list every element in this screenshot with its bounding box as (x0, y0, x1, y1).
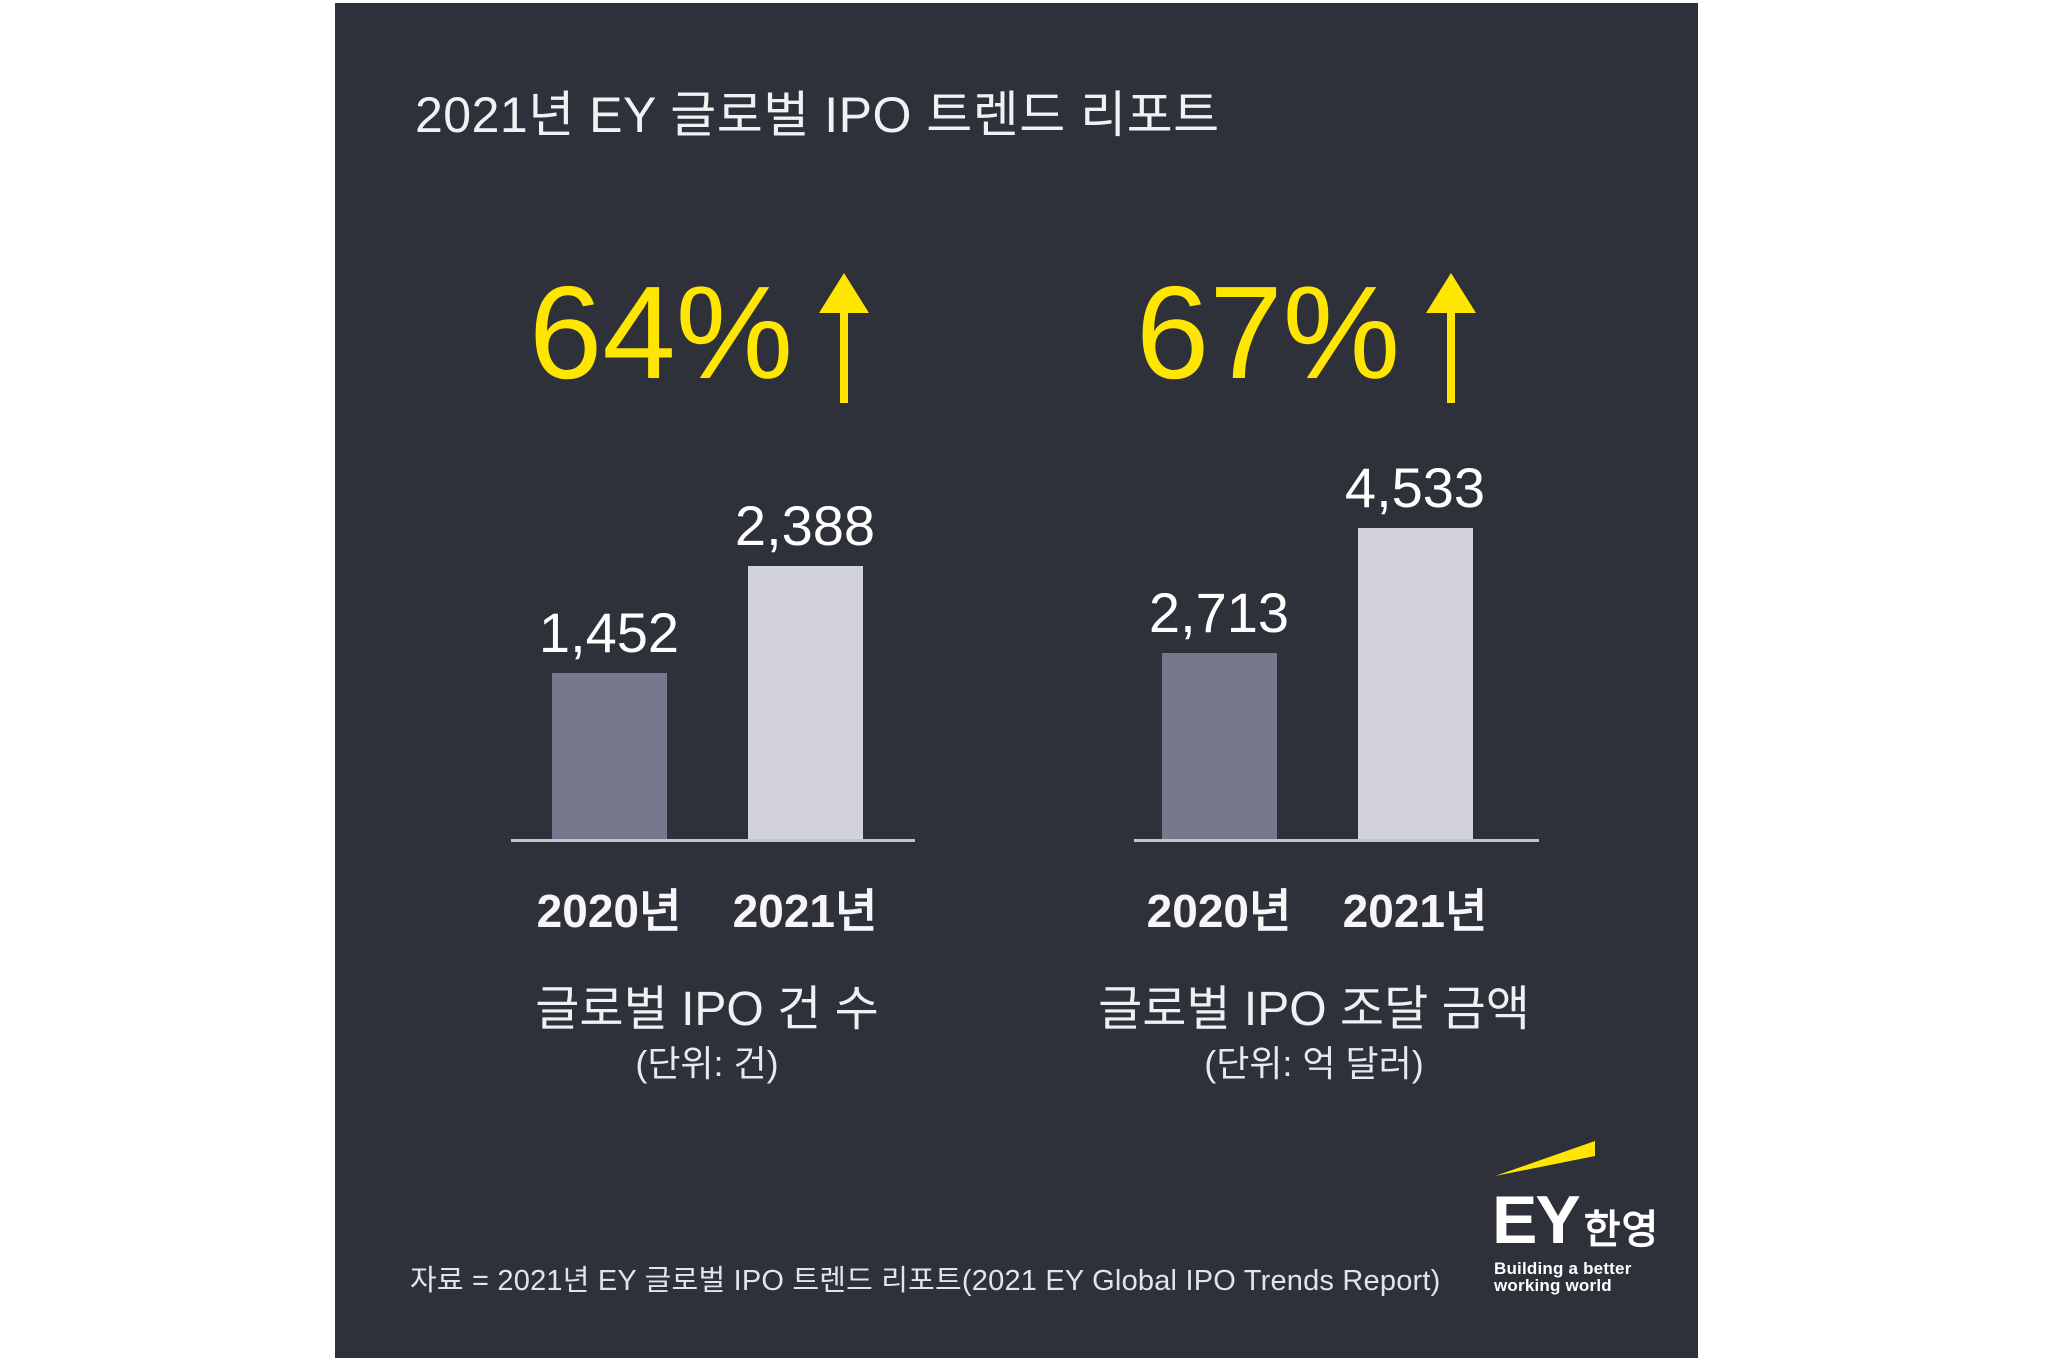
ey-tagline-line2: working world (1494, 1276, 1612, 1295)
bar-value-label-2020: 2,713 (1148, 581, 1290, 644)
x-label-2021: 2021년 (1342, 885, 1488, 937)
ey-tagline: Building a better working world (1494, 1260, 1632, 1294)
ey-logo: EY 한영 Building a better working world (1490, 1138, 1740, 1328)
bar-value-label-2021: 2,388 (734, 494, 876, 557)
growth-percentage-proceeds: 67% (1082, 267, 1532, 403)
x-label-2020: 2020년 (536, 885, 682, 937)
ey-tagline-line1: Building a better (1494, 1259, 1632, 1278)
ey-korean-suffix: 한영 (1583, 1208, 1660, 1252)
bar-value-label-2020: 1,452 (538, 601, 680, 664)
page-title: 2021년 EY 글로벌 IPO 트렌드 리포트 (415, 87, 1220, 143)
growth-percentage-value: 67% (1135, 259, 1401, 406)
chart-title: 글로벌 IPO 건 수 (535, 983, 879, 1036)
bar-2020 (552, 673, 667, 839)
axis-line (511, 839, 915, 842)
up-arrow-icon (1426, 273, 1477, 403)
growth-percentage-count: 64% (475, 267, 925, 403)
bar-2021 (748, 566, 863, 839)
chart-unit: (단위: 건) (635, 1043, 779, 1084)
ey-wordmark: EY (1492, 1182, 1581, 1258)
axis-line (1134, 839, 1539, 842)
up-arrow-icon (819, 273, 870, 403)
chart-title: 글로벌 IPO 조달 금액 (1098, 983, 1530, 1036)
x-label-2020: 2020년 (1146, 885, 1292, 937)
bar-2020 (1162, 653, 1277, 839)
ey-beam-icon (1495, 1141, 1595, 1176)
growth-percentage-value: 64% (528, 259, 794, 406)
bar-value-label-2021: 4,533 (1344, 456, 1486, 519)
source-note: 자료 = 2021년 EY 글로벌 IPO 트렌드 리포트(2021 EY Gl… (410, 1265, 1441, 1297)
chart-unit: (단위: 억 달러) (1204, 1043, 1424, 1084)
bar-2021 (1358, 528, 1473, 839)
infographic-card: 2021년 EY 글로벌 IPO 트렌드 리포트 64% 1,452 2,388… (335, 3, 1698, 1358)
x-label-2021: 2021년 (732, 885, 878, 937)
